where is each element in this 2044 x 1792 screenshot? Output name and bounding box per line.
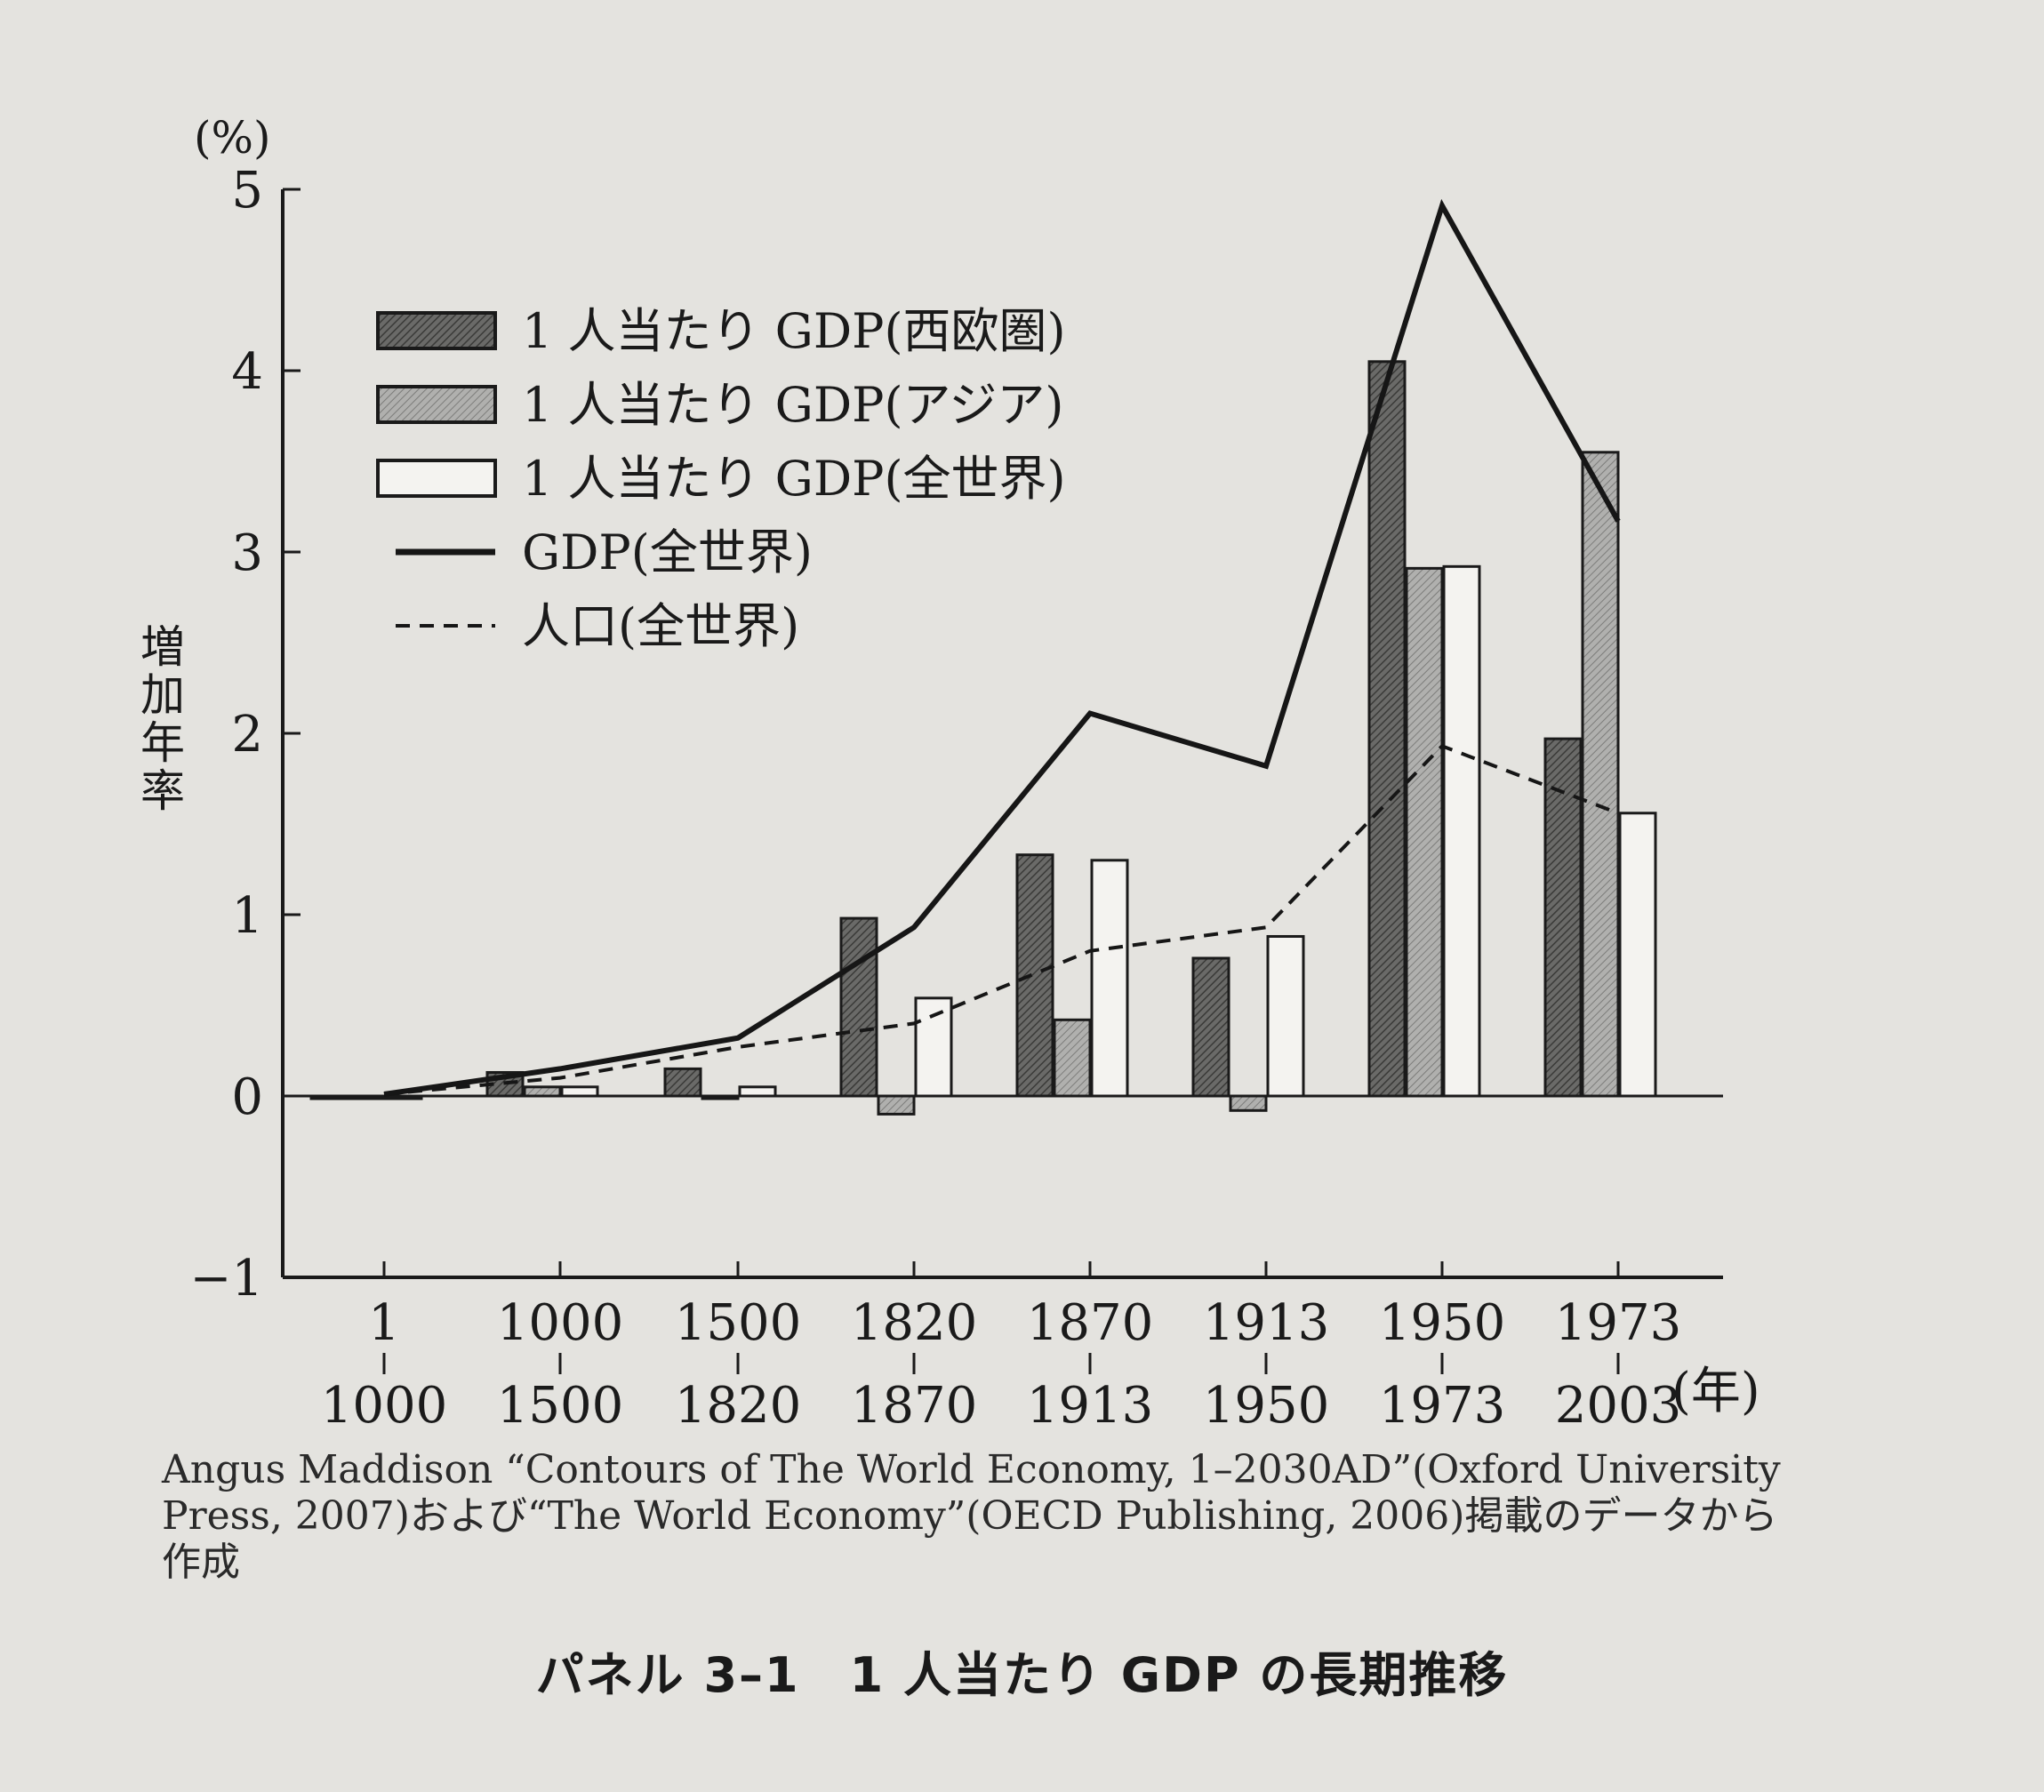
legend: 1 人当たり GDP(西欧圏) 1 人当たり GDP(アジア) 1 人当たり GDP… [376,303,1066,654]
x-unit-label: (年) [1671,1363,1760,1420]
bars [309,360,1657,1116]
y-tick-label: 4 [231,343,263,401]
y-axis-label-char: 率 [140,765,185,817]
y-tick-label: 3 [231,524,263,582]
legend-swatch [376,311,497,350]
x-tick-label-start: 1500 [675,1294,802,1352]
bar [877,1094,916,1116]
bar [523,1085,562,1098]
bar [1090,859,1129,1098]
bar [384,1094,423,1100]
y-tick-label: 5 [231,162,263,220]
bar [1442,564,1481,1098]
y-axis-label: 増加年率 [140,621,185,817]
x-tick-label-start: 1973 [1555,1294,1682,1352]
x-tick-label-start: 1950 [1379,1294,1506,1352]
bar [1266,934,1305,1098]
series-lines [383,198,1621,1097]
bar [839,916,878,1098]
x-tick-label-end: 1913 [1027,1377,1154,1435]
x-tick-label-end: 1870 [851,1377,978,1435]
bar [1053,1018,1092,1098]
y-tick-label: −1 [189,1250,263,1308]
x-tick-label-end: 1950 [1203,1377,1330,1435]
y-tick-label: 1 [231,887,263,945]
y-tick-label: 2 [231,706,263,764]
population-world-line [383,743,1619,1096]
legend-label: GDP(全世界) [522,524,813,580]
x-tick-label-start: 1820 [851,1294,978,1352]
bar [1405,566,1444,1098]
legend-swatch [376,459,497,498]
x-tick-label-start: 1 [368,1294,400,1352]
y-unit-label: (%) [194,112,271,164]
legend-label: 1 人当たり GDP(アジア) [522,377,1063,433]
chart: −1 0 1 2 3 4 5 1 1000 1000 1500 1500 1820 1820 1870 187… [140,112,1760,1435]
legend-swatch [376,385,497,424]
x-tick-label-start: 1870 [1027,1294,1154,1352]
axes: −1 0 1 2 3 4 5 1 1000 1000 1500 1500 1820 1820 1870 187… [189,162,1759,1435]
bar [663,1067,702,1098]
bar [1618,812,1657,1098]
bar [1581,451,1620,1098]
bar [347,1094,386,1100]
bar [309,1094,349,1100]
bar [914,996,953,1098]
x-tick-label-end: 1000 [321,1377,448,1435]
gdp-world-line [383,198,1621,1097]
bar [1367,360,1407,1098]
y-tick-label: 0 [231,1068,263,1126]
legend-label: 人口(全世界) [522,598,799,654]
y-axis-label-char: 加 [140,669,185,721]
x-tick-label-end: 1973 [1379,1377,1506,1435]
source-note: Angus Maddison “Contours of The World Ec… [162,1447,1781,1585]
x-tick-label-end: 1500 [497,1377,624,1435]
bar [738,1085,777,1098]
bar [1191,956,1230,1098]
y-axis-label-char: 増 [140,621,185,673]
legend-label: 1 人当たり GDP(西欧圏) [522,303,1066,359]
figure-caption: パネル 3–1 1 人当たり GDP の長期推移 [535,1647,1509,1703]
bar [560,1085,599,1098]
bar [1229,1094,1268,1112]
x-tick-label-end: 2003 [1555,1377,1682,1435]
x-tick-label-start: 1000 [497,1294,624,1352]
legend-label: 1 人当たり GDP(全世界) [522,451,1066,507]
bar [1015,853,1054,1098]
x-tick-label-end: 1820 [675,1377,802,1435]
y-axis-label-char: 年 [140,717,185,769]
x-tick-label-start: 1913 [1203,1294,1330,1352]
bar [701,1094,740,1100]
